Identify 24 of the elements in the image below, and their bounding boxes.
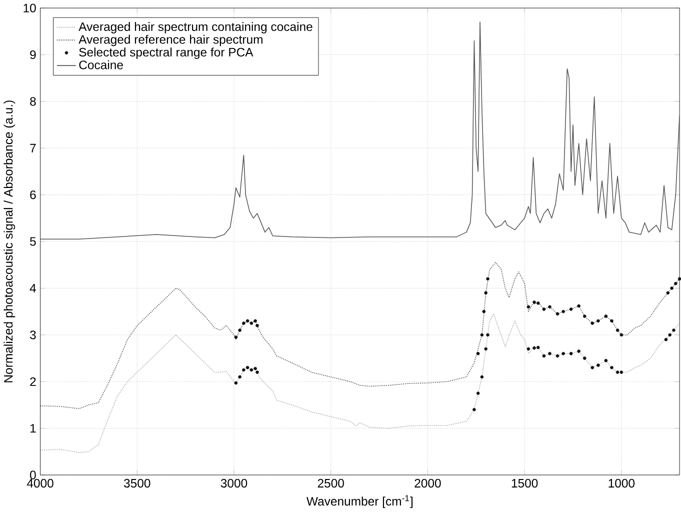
x-tick-label: 4000 [26, 479, 54, 488]
y-tick-label: 10 [24, 4, 36, 12]
x-axis-title: Wavenumber [cm$^{-1}$] [306, 495, 413, 508]
y-tick-label: 9 [30, 50, 36, 60]
x-tick-label: 2000 [414, 479, 441, 488]
x-tick-label: 2500 [318, 479, 344, 488]
y-tick-label: 3 [30, 330, 36, 340]
x-tick-label: 1500 [512, 479, 538, 488]
legend-label: Selected spectral range for PCA [79, 48, 254, 60]
y-tick-label: 0 [30, 470, 36, 480]
y-tick-label: 1 [30, 424, 36, 433]
y-tick-label: 6 [30, 190, 36, 200]
y-axis-title: Normalized photoacoustic signal / Absorbance (a.u.) [4, 100, 16, 382]
y-tick-label: 4 [30, 284, 36, 293]
y-tick-label: 5 [30, 237, 36, 246]
x-tick-label: 1000 [608, 479, 635, 488]
y-tick-label: 8 [30, 97, 36, 106]
legend-label: Averaged hair spectrum containing cocaine [78, 22, 312, 34]
legend-label: Averaged reference hair spectrum [78, 34, 262, 46]
y-tick-label: 7 [30, 144, 36, 152]
x-tick-label: 3000 [220, 479, 248, 488]
y-tick-label: 2 [30, 377, 36, 386]
x-tick-label: 3500 [124, 479, 150, 488]
legend-label: Cocaine [79, 60, 123, 70]
